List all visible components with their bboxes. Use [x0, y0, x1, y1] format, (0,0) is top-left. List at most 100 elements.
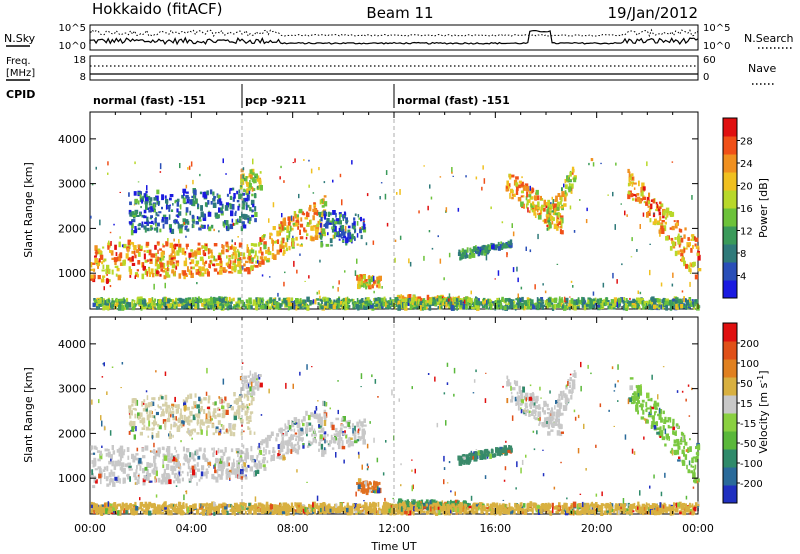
- scatter-cell: [157, 423, 160, 427]
- scatter-cell: [152, 203, 155, 208]
- scatter-cell: [640, 190, 644, 197]
- scatter-cell: [107, 268, 111, 275]
- scatter-cell: [244, 455, 247, 461]
- scatter-cell: [524, 305, 527, 310]
- scatter-cell: [349, 438, 352, 444]
- scatter-cell: [250, 455, 254, 459]
- scatter-cell: [137, 227, 141, 230]
- scatter-cell: [160, 268, 164, 272]
- scatter-cell: [423, 304, 427, 311]
- scatter-cell: [129, 410, 133, 415]
- scatter-cell: [276, 305, 280, 310]
- scatter-cell: [172, 417, 175, 421]
- noise-cell: [430, 196, 433, 200]
- scatter-cell: [526, 191, 529, 198]
- noise-cell: [660, 282, 663, 287]
- scatter-cell: [233, 411, 238, 416]
- scatter-cell: [215, 301, 219, 308]
- scatter-cell: [302, 443, 305, 449]
- scatter-cell: [356, 298, 359, 304]
- noise-cell: [339, 173, 342, 178]
- scatter-cell: [193, 189, 197, 196]
- scatter-cell: [182, 223, 184, 226]
- scatter-cell: [210, 255, 214, 259]
- scatter-cell: [182, 197, 186, 204]
- scatter-cell: [189, 393, 193, 399]
- noise-cell: [483, 178, 486, 184]
- scatter-cell: [161, 411, 165, 416]
- scatter-cell: [286, 443, 290, 446]
- scatter-cell: [551, 298, 554, 302]
- scatter-cell: [536, 206, 540, 209]
- scatter-cell: [279, 244, 282, 249]
- noise-cell: [373, 290, 375, 294]
- scatter-cell: [226, 193, 229, 197]
- scatter-cell: [141, 299, 144, 303]
- scatter-cell: [362, 227, 367, 233]
- scatter-cell: [177, 211, 182, 216]
- noise-cell: [506, 252, 508, 258]
- scatter-cell: [297, 303, 300, 307]
- scatter-cell: [642, 196, 647, 201]
- scatter-cell: [145, 406, 148, 412]
- scatter-cell: [323, 305, 327, 308]
- scatter-cell: [131, 255, 134, 262]
- scatter-cell: [603, 302, 607, 307]
- noise-cell: [213, 255, 216, 261]
- scatter-cell: [107, 448, 110, 452]
- scatter-cell: [168, 224, 172, 230]
- scatter-cell: [155, 452, 159, 457]
- scatter-cell: [132, 242, 135, 247]
- cpid-label: CPID: [6, 88, 35, 101]
- scatter-cell: [638, 180, 640, 187]
- scatter-cell: [149, 217, 153, 220]
- scatter-cell: [187, 266, 189, 272]
- scatter-cell: [208, 303, 212, 307]
- scatter-cell: [592, 303, 596, 309]
- scatter-cell: [284, 423, 287, 427]
- scatter-cell: [129, 420, 132, 427]
- scatter-cell: [145, 472, 148, 479]
- scatter-cell: [218, 428, 221, 432]
- scatter-cell: [490, 299, 493, 303]
- noise-cell: [250, 266, 252, 272]
- scatter-cell: [182, 298, 185, 303]
- scatter-cell: [223, 224, 226, 228]
- scatter-cell: [259, 185, 263, 191]
- scatter-cell: [507, 300, 511, 305]
- scatter-cell: [347, 422, 351, 427]
- scatter-cell: [487, 244, 490, 248]
- scatter-cell: [98, 468, 102, 474]
- scatter-cell: [187, 406, 190, 411]
- scatter-cell: [510, 399, 513, 403]
- scatter-cell: [145, 426, 150, 431]
- scatter-cell: [216, 301, 220, 304]
- scatter-cell: [177, 404, 180, 409]
- scatter-cell: [299, 298, 302, 304]
- noise-traces: [89, 28, 699, 46]
- scatter-cell: [628, 171, 631, 178]
- scatter-cell: [403, 302, 406, 309]
- noise-cell: [107, 161, 109, 166]
- scatter-cell: [499, 305, 503, 309]
- scatter-cell: [516, 396, 520, 400]
- scatter-cell: [203, 194, 208, 199]
- noise-cell: [385, 170, 388, 175]
- scatter-cell: [207, 224, 209, 230]
- scatter-cell: [596, 304, 600, 307]
- scatter-cell: [167, 457, 170, 463]
- scatter-cell: [111, 298, 114, 301]
- scatter-cell: [158, 300, 162, 306]
- noise-cell: [592, 291, 595, 296]
- scatter-cell: [325, 211, 328, 217]
- scatter-cell: [200, 224, 203, 228]
- noise-cell: [629, 297, 631, 300]
- noise-cell: [372, 275, 375, 282]
- scatter-cell: [157, 430, 160, 437]
- noise-cell: [172, 271, 175, 276]
- scatter-cell: [209, 249, 213, 254]
- scatter-cell: [292, 305, 295, 310]
- scatter-cell: [148, 298, 152, 304]
- scatter-cell: [266, 301, 269, 307]
- scatter-cell: [151, 220, 154, 224]
